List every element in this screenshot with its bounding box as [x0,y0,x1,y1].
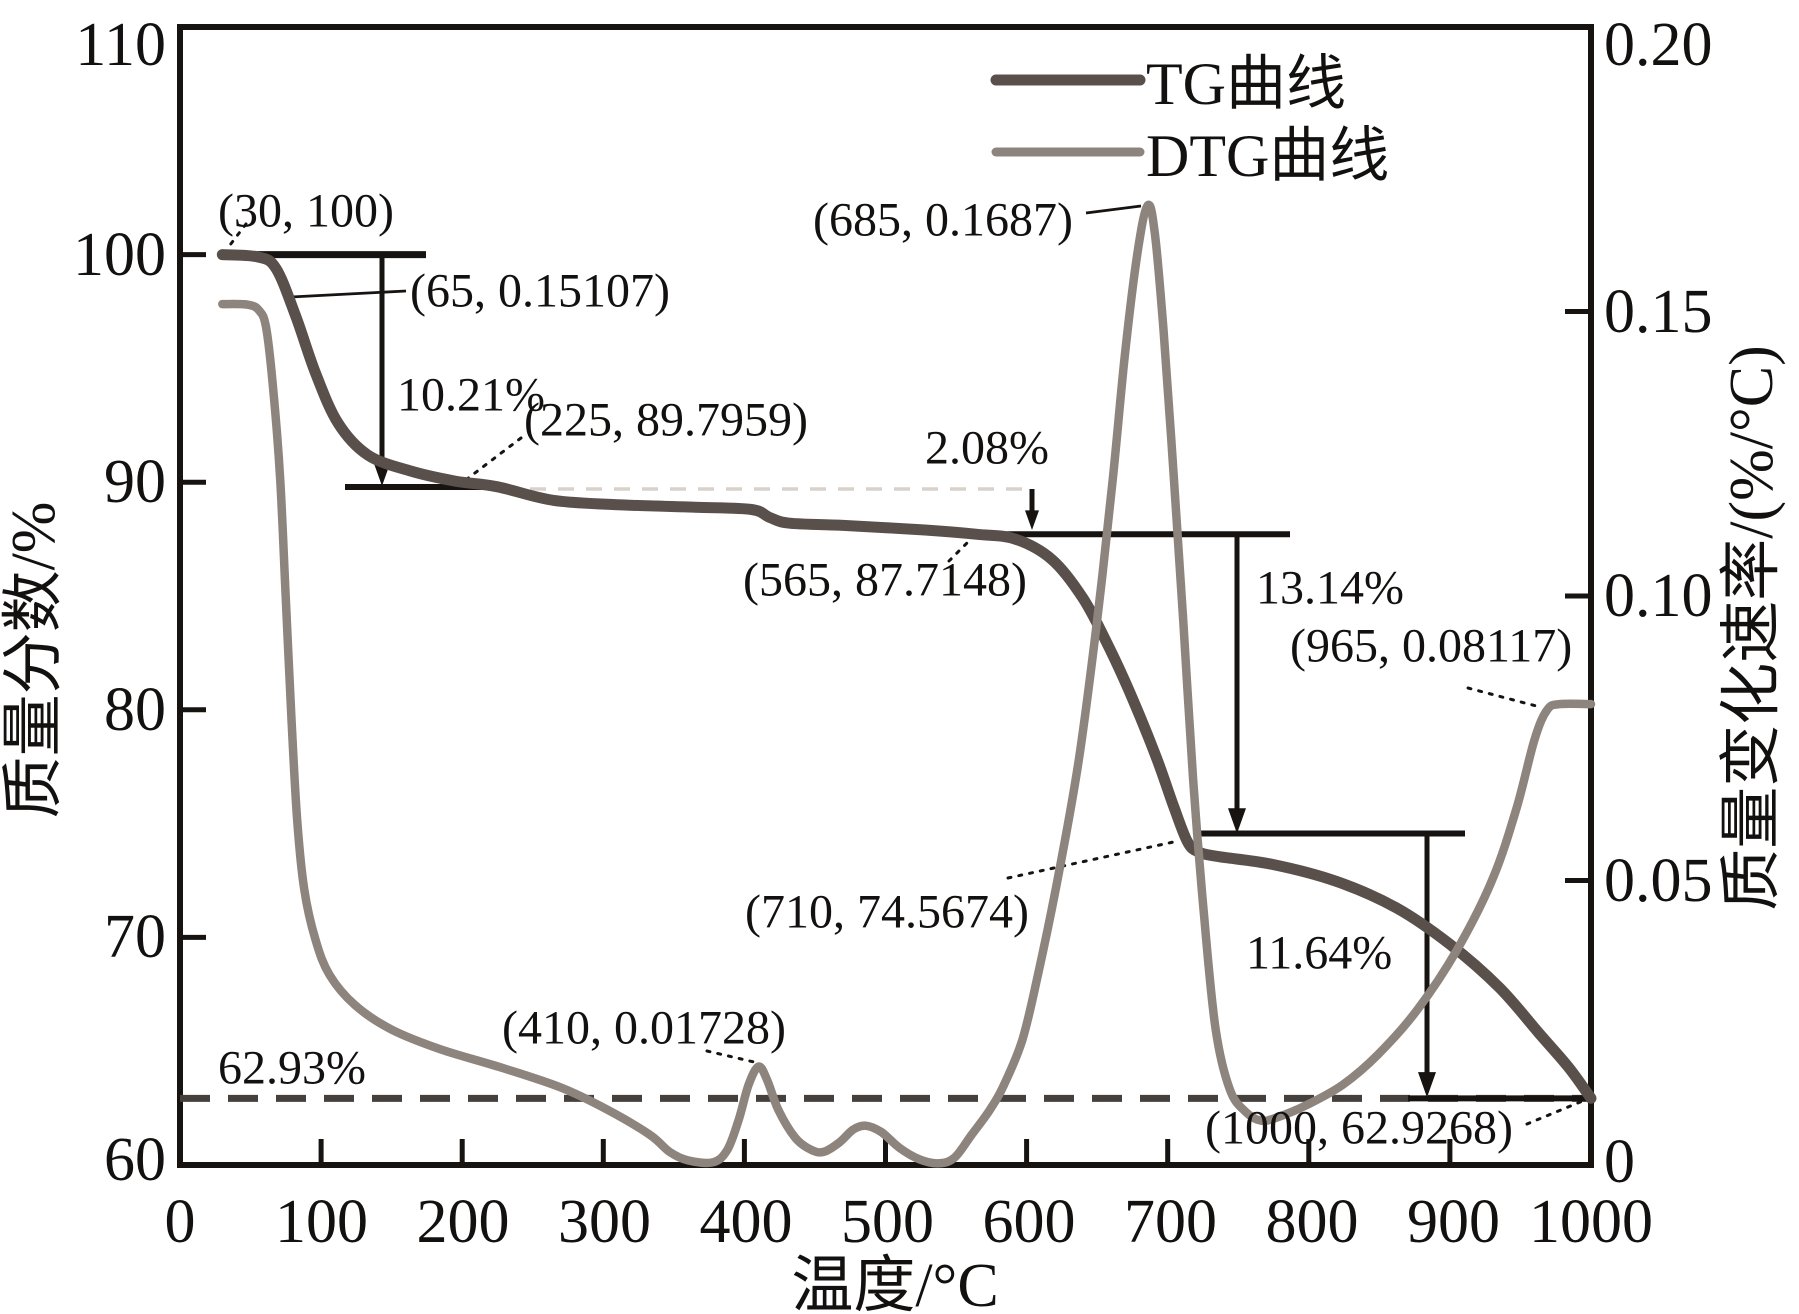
leader-710 [1006,839,1180,880]
legend: TG曲线 DTG曲线 [990,51,1389,189]
y-axis-left-labels: 110 100 90 80 70 60 [73,11,166,1194]
legend-dtg-label: DTG曲线 [1146,123,1389,189]
y-right-tick-0: 0 [1604,1128,1635,1196]
y-left-tick-100: 100 [73,221,166,289]
annotation-1000-629268: (1000, 62.9268) [1205,1102,1513,1155]
x-axis-title: 温度/°C [791,1252,998,1314]
x-tick-100: 100 [275,1188,368,1256]
annotation-labels: (30, 100) (65, 0.15107) 10.21% (225, 89.… [218,185,1572,1155]
y-left-tick-80: 80 [104,676,166,744]
y-axis-right-title: 质量变化速率/(%/°C) [1718,345,1786,911]
annotation-loss-208: 2.08% [925,422,1049,475]
y-right-tick-005: 0.05 [1604,847,1713,915]
annotation-loss-1314: 13.14% [1256,562,1404,615]
annotation-965-008117: (965, 0.08117) [1290,620,1572,673]
dtg-curve [218,200,1596,1168]
annotation-410-001728: (410, 0.01728) [502,1002,786,1055]
x-tick-600: 600 [983,1188,1076,1256]
x-tick-300: 300 [558,1188,651,1256]
mass-loss-arrow-1314-head [1228,808,1246,834]
annotation-65-015107: (65, 0.15107) [410,265,670,318]
x-tick-500: 500 [841,1188,934,1256]
y-right-tick-020: 0.20 [1604,11,1713,79]
x-axis-labels: 0 100 200 300 400 500 600 700 800 900 10… [165,1188,1654,1256]
x-tick-800: 800 [1266,1188,1359,1256]
tick-marks [180,252,1591,1165]
annotation-30-100: (30, 100) [218,185,394,238]
mass-loss-arrow-1164-head [1418,1072,1436,1098]
leader-565 [947,537,973,563]
y-left-tick-110: 110 [75,11,166,79]
leader-225 [465,436,523,481]
leader-65 [290,289,407,299]
leader-685 [1085,204,1142,215]
annotation-loss-1164: 11.64% [1246,927,1392,980]
x-tick-700: 700 [1124,1188,1217,1256]
x-tick-400: 400 [700,1188,793,1256]
x-tick-900: 900 [1407,1188,1500,1256]
annotation-residue: 62.93% [218,1042,366,1095]
leader-1000 [1525,1098,1587,1126]
legend-tg-label: TG曲线 [1146,51,1346,117]
x-tick-1000: 1000 [1529,1188,1653,1256]
y-axis-left-title: 质量分数/% [0,502,68,819]
annotation-layer [218,204,1591,1126]
annotation-685-01687: (685, 0.1687) [813,194,1073,247]
tg-curve [216,249,1597,1104]
x-tick-0: 0 [165,1188,196,1256]
annotation-loss-1021: 10.21% [397,369,545,422]
y-axis-right-labels: 0.20 0.15 0.10 0.05 0 [1604,11,1713,1196]
leader-30-100 [225,222,248,251]
annotation-layer-under [180,487,1591,1102]
x-tick-200: 200 [417,1188,510,1256]
annotation-225-897959: (225, 89.7959) [524,394,808,447]
y-right-tick-010: 0.10 [1604,562,1713,630]
y-right-tick-015: 0.15 [1604,278,1713,346]
y-left-tick-90: 90 [104,448,166,516]
y-left-tick-60: 60 [104,1126,166,1194]
annotation-710-745674: (710, 74.5674) [745,886,1029,939]
y-left-tick-70: 70 [104,903,166,971]
mass-loss-arrow-208-head [1025,510,1039,530]
annotation-565-877148: (565, 87.7148) [743,554,1027,607]
leader-965 [1466,686,1542,709]
leader-410 [705,1049,756,1064]
